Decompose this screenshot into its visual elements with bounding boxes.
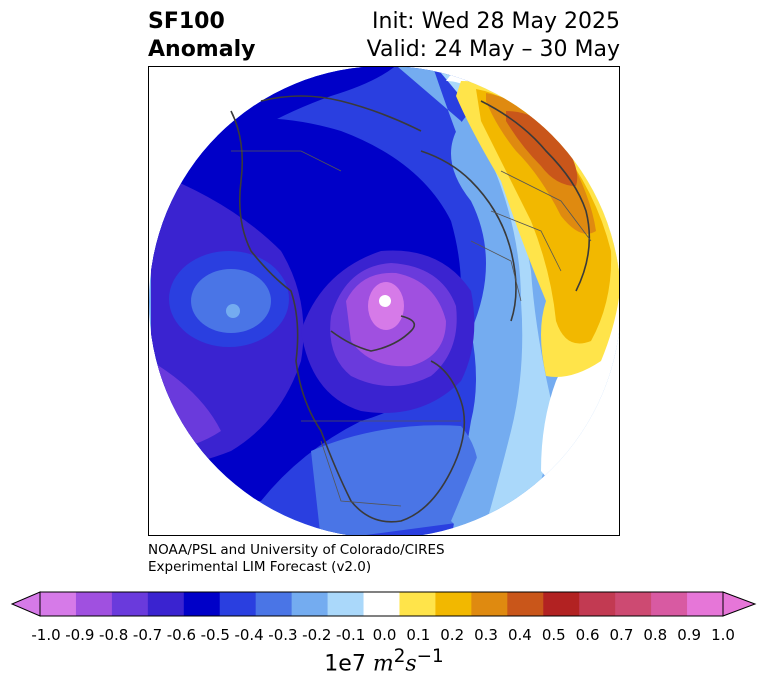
colorbar-cell xyxy=(471,592,508,616)
date-info: Init: Wed 28 May 2025 Valid: 24 May – 30… xyxy=(367,8,620,64)
colorbar-tick-label: -0.9 xyxy=(65,626,95,644)
colorbar-tick-label: 0.0 xyxy=(372,626,397,644)
colorbar-cell xyxy=(291,592,329,616)
colorbar-cell xyxy=(40,592,77,616)
colorbar-tick-label: 0.7 xyxy=(609,626,634,644)
colorbar-tick-label: 0.4 xyxy=(507,626,532,644)
contour-neg-0.4-pacific xyxy=(191,269,271,333)
map-panel xyxy=(148,66,620,536)
colorbar-extend-min xyxy=(10,591,41,617)
colorbar-outline xyxy=(39,591,724,617)
contour-neg-0.2-east xyxy=(431,67,556,535)
variable-label: SF100 xyxy=(148,9,225,34)
colorbar-cell xyxy=(507,592,544,616)
contour-neg-0.3-east xyxy=(391,67,546,535)
colorbar-tick-label: 0.3 xyxy=(474,626,498,644)
colorbar-extend-max xyxy=(722,591,757,617)
colorbar-cell xyxy=(435,592,472,616)
colorbar-tick-label: 0.6 xyxy=(575,626,600,644)
colorbar-tick-label: -0.5 xyxy=(200,626,230,644)
units-sup-2: −1 xyxy=(416,646,444,667)
colorbar-tick-label: -0.3 xyxy=(268,626,298,644)
colorbar-cell xyxy=(579,592,616,616)
colorbar-cell xyxy=(111,592,149,616)
credit: NOAA/PSL and University of Colorado/CIRE… xyxy=(148,542,445,576)
colorbar-tick-label: 0.2 xyxy=(440,626,465,644)
colorbar-cell xyxy=(219,592,257,616)
colorbar-tick-label: -0.2 xyxy=(302,626,332,644)
colorbar-cell xyxy=(651,592,688,616)
credit-line-1: NOAA/PSL and University of Colorado/CIRE… xyxy=(148,542,445,558)
colorbar-tick-label: 1.0 xyxy=(711,626,735,644)
colorbar-cell xyxy=(615,592,652,616)
colorbar xyxy=(10,591,757,617)
contour-pos-0.2 xyxy=(476,89,612,344)
units-sup-1: 2 xyxy=(393,646,406,667)
political-borders xyxy=(231,150,592,507)
colorbar-tick-label: -1.0 xyxy=(31,626,61,644)
units-m: m xyxy=(372,651,394,677)
colorbar-tick-label: -0.6 xyxy=(166,626,197,644)
colorbar-tick-label: 0.1 xyxy=(406,626,431,644)
colorbar-tick-label: 0.8 xyxy=(643,626,668,644)
colorbar-cell xyxy=(399,592,436,616)
colorbar-tick-label: -0.4 xyxy=(234,626,264,644)
colorbar-ticks: -1.0 -0.9 -0.8 -0.7 -0.6 -0.5 -0.4 -0.3 -0.2 -0.1… xyxy=(0,626,768,644)
units-s: s xyxy=(405,651,417,677)
contour-neg-0.3-pacific xyxy=(226,304,240,318)
colorbar-cell xyxy=(687,592,724,616)
contour-neg-0.4-na xyxy=(311,425,479,535)
colorbar-tick-label: 0.9 xyxy=(677,626,702,644)
colorbar-cell xyxy=(255,592,293,616)
units-prefix: 1e7 xyxy=(324,651,366,677)
colorbar-tick-label: -0.8 xyxy=(99,626,129,644)
colorbar-cell xyxy=(147,592,185,616)
colorbar-tick-label: 0.5 xyxy=(541,626,566,644)
valid-range: Valid: 24 May – 30 May xyxy=(366,37,620,62)
anomaly-map xyxy=(149,67,619,535)
colorbar-tick-label: -0.7 xyxy=(132,626,163,644)
anomaly-label: Anomaly xyxy=(148,37,256,62)
credit-line-2: Experimental LIM Forecast (v2.0) xyxy=(148,559,372,575)
init-date: Init: Wed 28 May 2025 xyxy=(372,9,620,34)
colorbar-cell xyxy=(183,592,221,616)
colorbar-units: 1e7 m2s−1 xyxy=(0,646,768,676)
map-title: SF100 Anomaly xyxy=(148,8,255,64)
coastlines xyxy=(230,95,591,523)
pole-marker xyxy=(379,295,391,307)
colorbar-tick-label: -0.1 xyxy=(336,626,366,644)
colorbar-cell xyxy=(543,592,580,616)
colorbar-cell xyxy=(327,592,365,616)
colorbar-cell xyxy=(363,592,400,616)
colorbar-cell xyxy=(75,592,113,616)
